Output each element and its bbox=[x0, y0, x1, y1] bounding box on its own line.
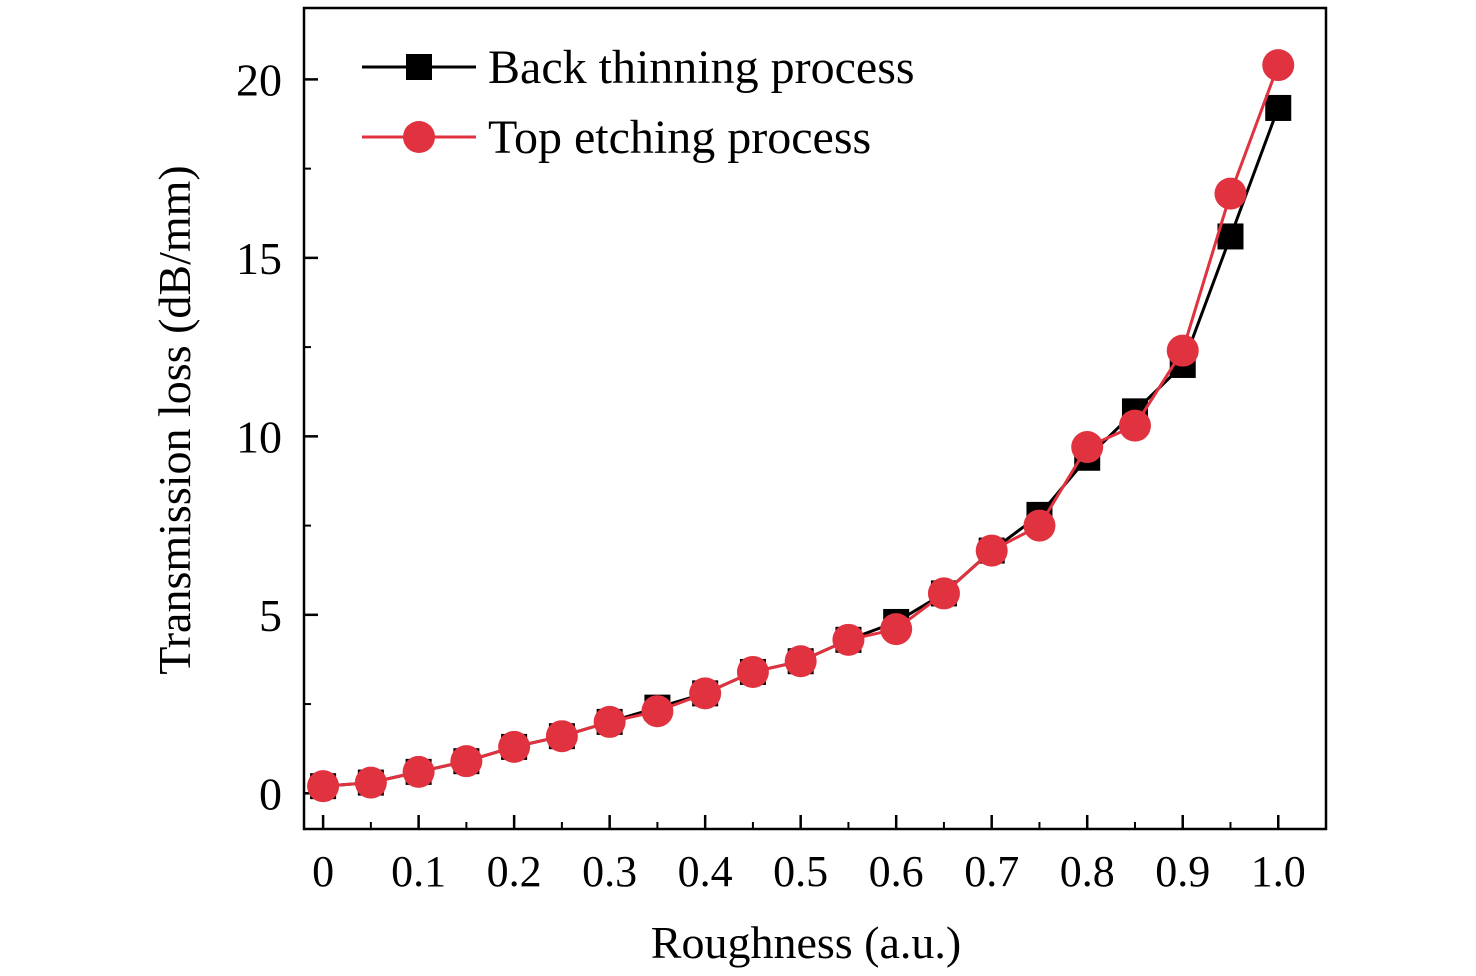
legend-label: Top etching process bbox=[488, 111, 871, 164]
x-tick-label: 0.1 bbox=[391, 847, 446, 896]
y-tick-label: 15 bbox=[236, 233, 282, 284]
x-tick-label: 0.8 bbox=[1060, 847, 1115, 896]
x-tick-label: 0 bbox=[312, 847, 334, 896]
x-tick-label: 0.4 bbox=[678, 847, 733, 896]
data-point bbox=[1118, 409, 1151, 442]
data-point bbox=[498, 730, 531, 763]
y-axis-label: Transmission loss (dB/mm) bbox=[149, 165, 200, 675]
y-tick-label: 0 bbox=[259, 768, 282, 819]
data-point bbox=[832, 623, 865, 656]
data-point bbox=[784, 645, 817, 678]
x-tick-label: 0.5 bbox=[773, 847, 828, 896]
axis-ticks: 0 0.1 0.2 0.3 0.4 0.5 0.6 0.7 0.8 0.9 1.0 0 5 10 15 20 bbox=[236, 54, 1306, 896]
data-point bbox=[1023, 509, 1056, 542]
data-point bbox=[354, 766, 387, 799]
legend-marker bbox=[406, 54, 432, 80]
legend: Back thinning process Top etching process bbox=[362, 41, 915, 164]
x-tick-label: 0.3 bbox=[582, 847, 637, 896]
data-point bbox=[927, 577, 960, 610]
data-point bbox=[880, 613, 913, 646]
data-point bbox=[641, 695, 674, 728]
y-tick-label: 20 bbox=[236, 54, 282, 105]
data-point bbox=[1214, 177, 1247, 210]
x-tick-label: 0.6 bbox=[869, 847, 924, 896]
x-axis-label: Roughness (a.u.) bbox=[651, 917, 961, 968]
y-tick-label: 10 bbox=[236, 411, 282, 462]
x-tick-label: 0.2 bbox=[487, 847, 542, 896]
data-point bbox=[736, 655, 769, 688]
x-tick-label: 0.9 bbox=[1155, 847, 1210, 896]
data-point bbox=[450, 745, 483, 778]
data-point bbox=[1265, 94, 1292, 121]
data-point bbox=[307, 770, 340, 803]
data-point bbox=[1217, 223, 1244, 250]
data-point bbox=[1262, 49, 1295, 82]
series-1 bbox=[310, 94, 1292, 800]
legend-marker bbox=[403, 121, 435, 153]
data-point bbox=[1071, 431, 1104, 464]
data-point bbox=[545, 720, 578, 753]
x-tick-label: 1.0 bbox=[1251, 847, 1306, 896]
data-point bbox=[402, 755, 435, 788]
plot-frame bbox=[302, 6, 1328, 831]
legend-label: Back thinning process bbox=[488, 41, 915, 94]
data-point bbox=[593, 705, 626, 738]
data-point bbox=[689, 677, 722, 710]
series-line bbox=[322, 107, 1280, 788]
data-point bbox=[975, 534, 1008, 567]
series-layer bbox=[307, 49, 1295, 803]
y-tick-label: 5 bbox=[259, 590, 282, 641]
x-tick-label: 0.7 bbox=[964, 847, 1019, 896]
series-2 bbox=[307, 49, 1295, 803]
data-point bbox=[1166, 334, 1199, 367]
